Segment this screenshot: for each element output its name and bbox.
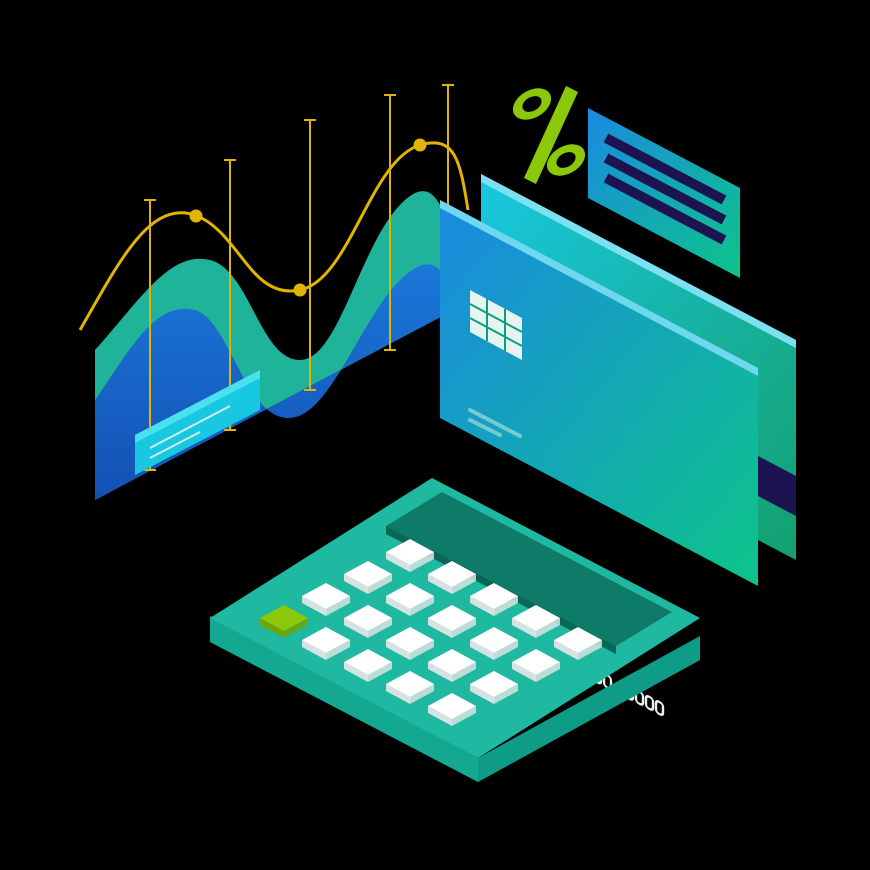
analytics-chart (80, 85, 468, 500)
percent-icon (513, 86, 585, 184)
finance-isometric-illustration (0, 0, 870, 870)
calculator (210, 478, 700, 782)
